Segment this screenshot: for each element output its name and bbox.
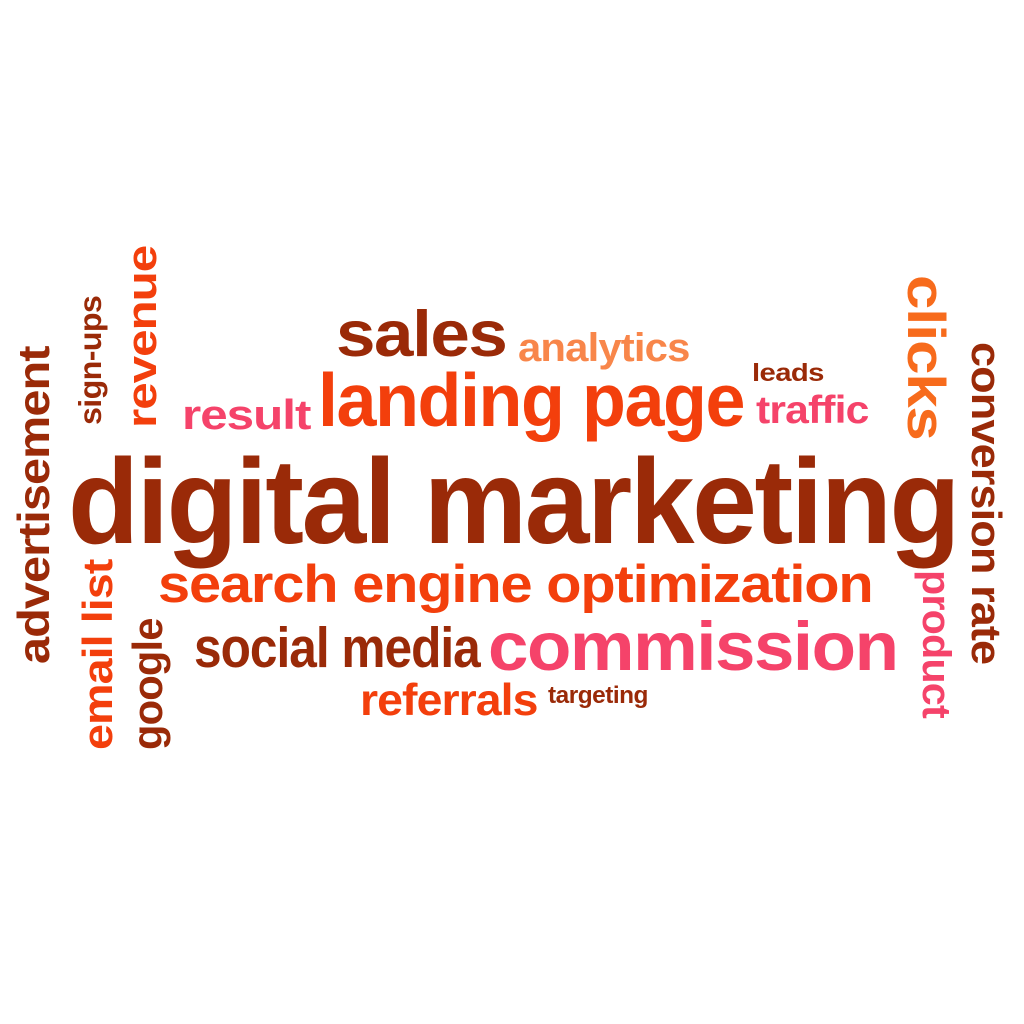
word-sales: sales	[336, 297, 508, 371]
word-traffic: traffic	[756, 389, 869, 433]
word-search-engine-optimization: search engine optimization	[158, 554, 874, 614]
word-referrals: referrals	[360, 675, 538, 725]
word-conversion-rate: conversion rate	[963, 342, 1010, 665]
word-targeting: targeting	[548, 682, 648, 710]
word-social-media: social media	[194, 616, 481, 680]
word-advertisement: advertisement	[9, 346, 59, 664]
word-google: google	[124, 618, 171, 750]
word-digital-marketing: digital marketing	[68, 434, 960, 570]
word-landing-page: landing page	[318, 359, 745, 444]
word-sign-ups: sign-ups	[72, 295, 109, 425]
word-clicks: clicks	[896, 275, 956, 440]
word-product: product	[913, 570, 958, 718]
word-analytics: analytics	[518, 326, 690, 371]
word-email-list: email list	[74, 559, 121, 750]
word-leads: leads	[752, 359, 824, 388]
word-commission: commission	[488, 609, 899, 686]
word-result: result	[182, 391, 311, 438]
word-revenue: revenue	[118, 245, 165, 428]
